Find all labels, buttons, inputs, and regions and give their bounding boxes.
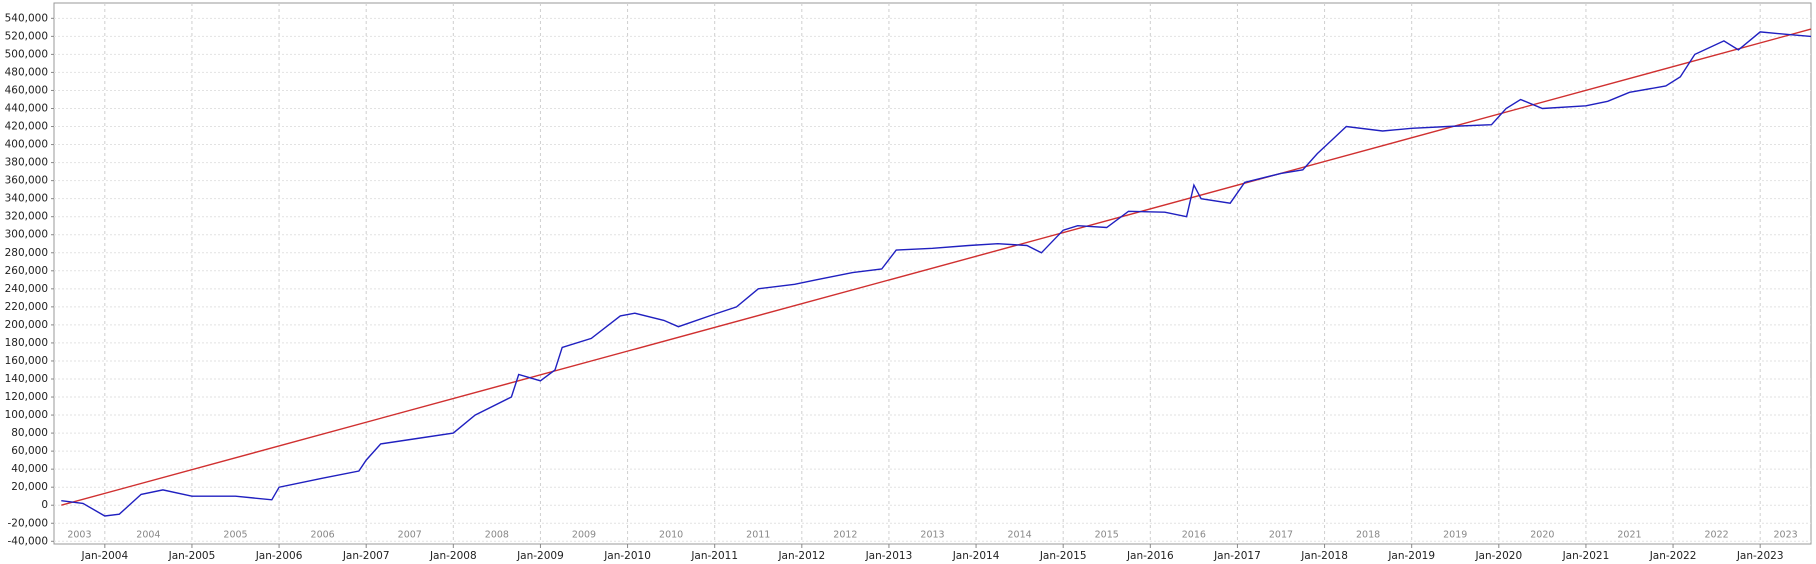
year-label: 2012 (833, 530, 857, 541)
y-tick-label: 180,000 (5, 337, 48, 349)
year-label: 2021 (1617, 530, 1641, 541)
x-tick-label: Jan-2018 (1300, 550, 1348, 562)
year-label: 2008 (485, 530, 509, 541)
x-tick-label: Jan-2011 (690, 550, 738, 562)
y-tick-label: 220,000 (5, 301, 48, 313)
x-tick-label: Jan-2023 (1736, 550, 1784, 562)
y-tick-label: 540,000 (5, 12, 48, 24)
x-tick-label: Jan-2017 (1213, 550, 1261, 562)
x-tick-label: Jan-2012 (777, 550, 825, 562)
year-label: 2003 (67, 530, 91, 541)
x-tick-label: Jan-2019 (1387, 550, 1435, 562)
plot-area (53, 2, 1812, 545)
y-tick-label: -20,000 (7, 517, 48, 529)
year-label: 2007 (398, 530, 422, 541)
y-tick-label: 20,000 (11, 481, 48, 493)
y-tick-label: 440,000 (5, 102, 48, 114)
x-tick-label: Jan-2022 (1649, 550, 1697, 562)
x-tick-label: Jan-2009 (516, 550, 564, 562)
year-label: 2015 (1095, 530, 1119, 541)
year-label: 2018 (1356, 530, 1380, 541)
x-tick-label: Jan-2020 (1474, 550, 1522, 562)
y-tick-label: 380,000 (5, 157, 48, 169)
y-tick-label: 480,000 (5, 66, 48, 78)
year-label: 2023 (1773, 530, 1797, 541)
y-tick-label: 400,000 (5, 139, 48, 151)
year-label: 2005 (223, 530, 247, 541)
y-tick-label: 140,000 (5, 373, 48, 385)
y-tick-label: 420,000 (5, 121, 48, 133)
year-label: 2016 (1182, 530, 1206, 541)
x-tick-label: Jan-2013 (865, 550, 913, 562)
y-tick-label: 280,000 (5, 247, 48, 259)
y-tick-label: 120,000 (5, 391, 48, 403)
year-label: 2013 (920, 530, 944, 541)
y-tick-label: 520,000 (5, 30, 48, 42)
y-tick-label: 340,000 (5, 193, 48, 205)
year-label: 2009 (572, 530, 596, 541)
y-tick-label: 500,000 (5, 48, 48, 60)
year-label: 2020 (1530, 530, 1554, 541)
x-tick-label: Jan-2007 (342, 550, 390, 562)
x-tick-label: Jan-2008 (429, 550, 477, 562)
year-label: 2017 (1269, 530, 1293, 541)
x-tick-label: Jan-2014 (952, 550, 1000, 562)
year-label: 2006 (311, 530, 335, 541)
x-tick-label: Jan-2016 (1126, 550, 1174, 562)
y-tick-label: 320,000 (5, 211, 48, 223)
x-tick-label: Jan-2006 (255, 550, 303, 562)
x-tick-label: Jan-2005 (168, 550, 216, 562)
y-tick-label: 40,000 (11, 463, 48, 475)
y-tick-label: 360,000 (5, 175, 48, 187)
y-tick-label: 240,000 (5, 283, 48, 295)
x-tick-label: Jan-2021 (1562, 550, 1610, 562)
y-tick-label: 0 (41, 499, 48, 511)
x-tick-label: Jan-2004 (80, 550, 128, 562)
y-tick-label: 200,000 (5, 319, 48, 331)
y-tick-label: 300,000 (5, 229, 48, 241)
year-label: 2019 (1443, 530, 1467, 541)
y-tick-label: 460,000 (5, 84, 48, 96)
y-tick-label: 80,000 (11, 427, 48, 439)
year-label: 2011 (746, 530, 770, 541)
y-tick-label: 60,000 (11, 445, 48, 457)
y-tick-label: -40,000 (7, 535, 48, 547)
x-tick-label: Jan-2010 (603, 550, 651, 562)
series-line (61, 28, 1812, 506)
y-tick-label: 260,000 (5, 265, 48, 277)
year-label: 2022 (1705, 530, 1729, 541)
y-tick-label: 100,000 (5, 409, 48, 421)
x-tick-label: Jan-2015 (1039, 550, 1087, 562)
year-label: 2014 (1008, 530, 1032, 541)
series-line (61, 31, 1812, 517)
y-tick-label: 160,000 (5, 355, 48, 367)
year-label: 2004 (136, 530, 160, 541)
year-label: 2010 (659, 530, 683, 541)
